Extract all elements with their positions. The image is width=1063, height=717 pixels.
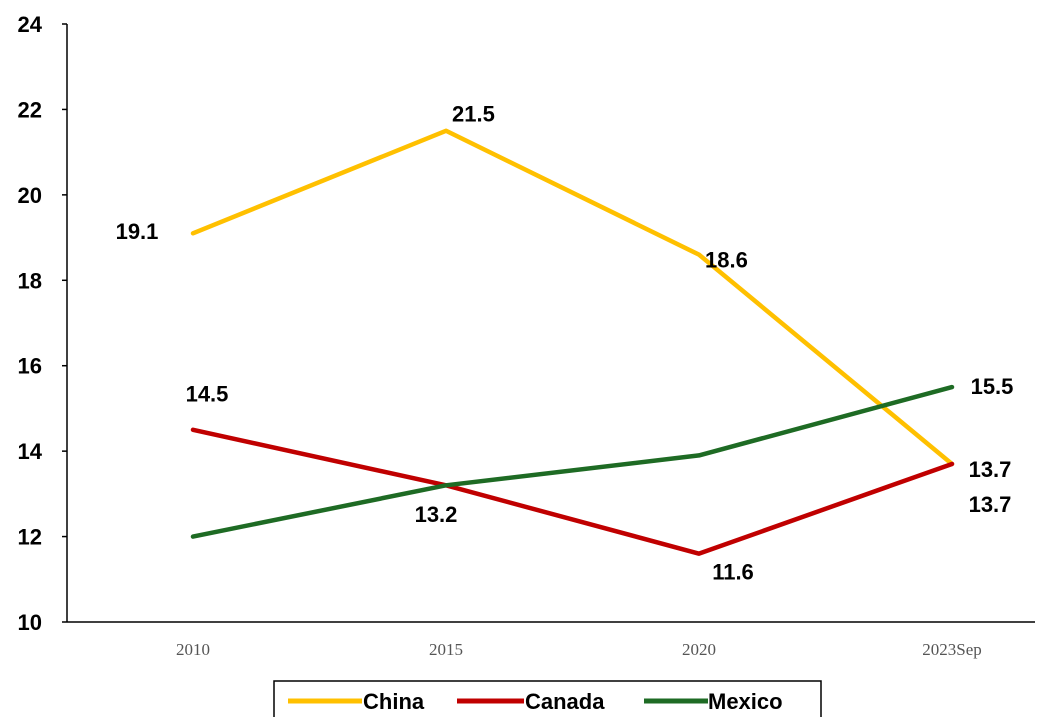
chart-axes: 10 12 14 16 18 20 22 24 2010 2015 2020 2023Sep xyxy=(18,12,1035,659)
y-tick-label: 18 xyxy=(18,268,42,293)
series-line-mexico xyxy=(190,384,955,539)
x-tick-label: 2023Sep xyxy=(922,640,982,659)
legend-label-china: China xyxy=(363,689,425,714)
y-tick-label: 24 xyxy=(18,12,43,37)
y-tick-label: 10 xyxy=(18,610,42,635)
data-label-mexico: 15.5 xyxy=(971,374,1014,399)
y-tick-label: 20 xyxy=(18,183,42,208)
data-labels: 19.1 21.5 18.6 13.7 14.5 13.2 11.6 13.7 15.5 xyxy=(116,102,1014,585)
legend-label-mexico: Mexico xyxy=(708,689,783,714)
data-label-china: 13.7 xyxy=(969,457,1012,482)
data-label-canada: 13.2 xyxy=(415,502,458,527)
data-label-canada: 14.5 xyxy=(186,382,229,407)
legend: China Canada Mexico xyxy=(273,680,822,717)
y-tick-label: 22 xyxy=(18,97,42,122)
x-tick-label: 2020 xyxy=(682,640,716,659)
x-tick-label: 2015 xyxy=(429,640,463,659)
y-tick-label: 12 xyxy=(18,525,42,550)
series-line-china xyxy=(190,128,955,467)
series-line-canada xyxy=(190,427,955,556)
y-tick-label: 16 xyxy=(18,354,42,379)
x-tick-label: 2010 xyxy=(176,640,210,659)
data-label-china: 18.6 xyxy=(705,247,748,272)
legend-box xyxy=(273,680,822,717)
data-label-canada: 11.6 xyxy=(712,559,754,584)
series-lines xyxy=(190,128,955,556)
data-label-china: 21.5 xyxy=(452,102,495,127)
y-tick-label: 14 xyxy=(18,439,43,464)
data-label-canada: 13.7 xyxy=(969,492,1012,517)
data-label-china: 19.1 xyxy=(116,219,159,244)
legend-label-canada: Canada xyxy=(525,689,605,714)
